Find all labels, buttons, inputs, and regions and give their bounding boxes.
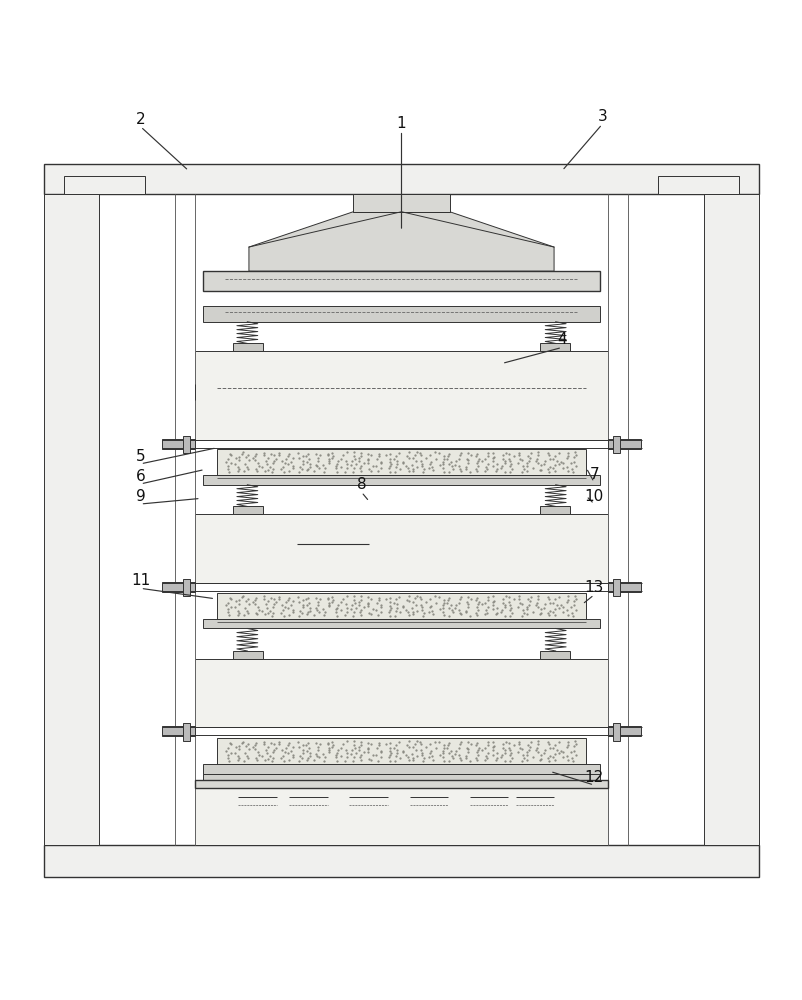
Text: 5: 5 xyxy=(136,449,145,464)
Polygon shape xyxy=(249,212,553,271)
Bar xyxy=(203,271,599,291)
Bar xyxy=(613,436,619,453)
Bar xyxy=(203,619,599,628)
Text: 8: 8 xyxy=(356,477,366,492)
Bar xyxy=(539,506,569,514)
Bar xyxy=(183,723,189,741)
Bar xyxy=(195,514,607,583)
Bar xyxy=(44,194,99,845)
Bar xyxy=(44,845,758,877)
Bar xyxy=(217,593,585,619)
Bar xyxy=(203,306,599,322)
Bar xyxy=(195,788,607,845)
Bar xyxy=(703,194,758,845)
Bar xyxy=(162,582,195,592)
Bar xyxy=(233,651,263,659)
Text: 9: 9 xyxy=(136,489,145,504)
Text: 4: 4 xyxy=(557,332,566,347)
Text: 11: 11 xyxy=(131,573,150,588)
Bar xyxy=(183,579,189,596)
Bar xyxy=(539,651,569,659)
Bar xyxy=(203,774,599,780)
Bar xyxy=(613,579,619,596)
Text: 7: 7 xyxy=(589,467,598,482)
Text: 12: 12 xyxy=(584,770,603,785)
Bar xyxy=(233,343,263,351)
Text: 3: 3 xyxy=(597,109,606,124)
Text: 1: 1 xyxy=(396,116,406,131)
Bar xyxy=(607,439,640,449)
Bar xyxy=(162,439,195,449)
Bar xyxy=(607,726,640,736)
Bar xyxy=(613,723,619,741)
Text: 6: 6 xyxy=(136,469,145,484)
Bar xyxy=(658,176,738,194)
Text: 13: 13 xyxy=(584,580,603,595)
Bar xyxy=(353,194,449,212)
Bar xyxy=(195,659,607,727)
Bar xyxy=(203,764,599,774)
Bar xyxy=(183,436,189,453)
Bar xyxy=(217,449,585,475)
Text: 10: 10 xyxy=(584,489,603,504)
Bar xyxy=(195,351,607,440)
Bar xyxy=(195,780,607,788)
Bar xyxy=(607,582,640,592)
Bar xyxy=(44,164,758,194)
Text: 2: 2 xyxy=(136,112,145,127)
Bar xyxy=(162,726,195,736)
Bar xyxy=(233,506,263,514)
Bar xyxy=(217,738,585,764)
Bar xyxy=(64,176,144,194)
Bar xyxy=(539,343,569,351)
Bar xyxy=(203,475,599,485)
